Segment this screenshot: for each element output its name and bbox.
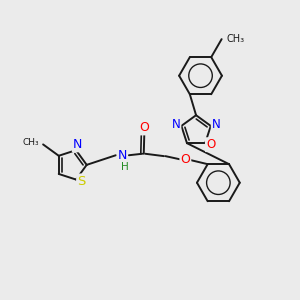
Text: O: O [206,138,215,151]
Text: N: N [172,118,180,131]
Text: N: N [212,118,220,131]
Text: H: H [121,162,129,172]
Text: O: O [180,153,190,166]
Text: N: N [118,149,127,162]
Text: N: N [73,138,82,151]
Text: CH₃: CH₃ [23,137,40,146]
Text: O: O [140,122,149,134]
Text: S: S [77,175,86,188]
Text: CH₃: CH₃ [227,34,245,44]
